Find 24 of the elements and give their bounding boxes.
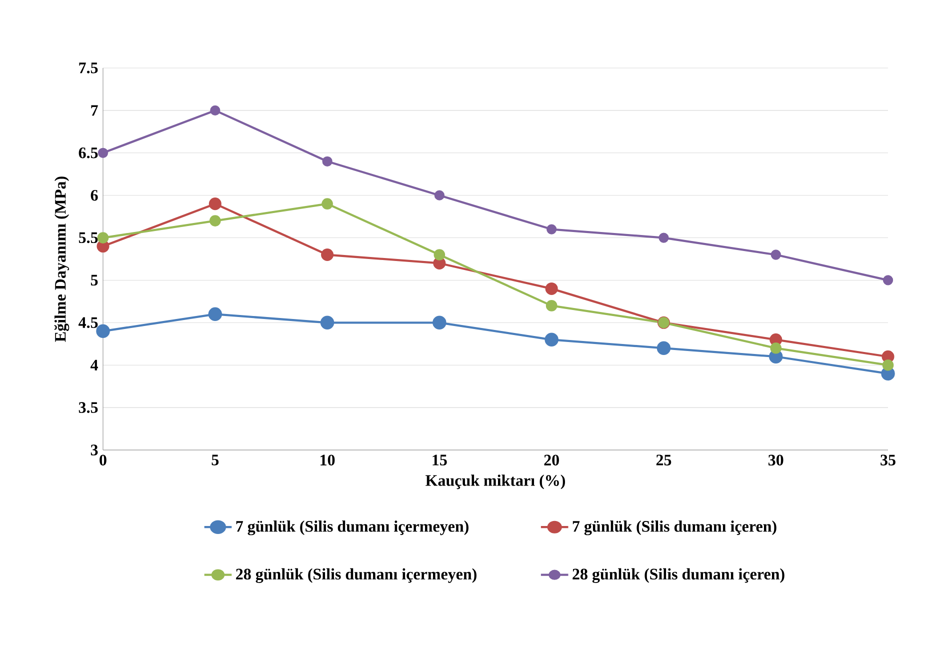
y-tick-label: 4.5 <box>78 317 98 328</box>
legend-label: 28 günlük (Silis dumanı içeren) <box>572 568 784 583</box>
y-axis-title: Eğilme Dayanımı (MPa) <box>54 176 70 342</box>
x-tick-label: 10 <box>320 454 335 466</box>
x-axis-title: Kauçuk miktarı (%) <box>426 474 566 490</box>
legend-label: 7 günlük (Silis dumanı içermeyen) <box>236 520 468 536</box>
y-tick-label: 6.5 <box>78 147 98 158</box>
y-tick-label: 3.5 <box>78 402 98 413</box>
x-tick-label: 0 <box>100 454 106 466</box>
y-tick-label: 3 <box>90 444 98 456</box>
x-tick-label: 35 <box>880 454 896 466</box>
x-tick-label: 25 <box>656 454 672 466</box>
legend-label: 7 günlük (Silis dumanı içeren) <box>572 520 776 536</box>
y-tick-label: 7 <box>91 105 98 116</box>
y-tick-label: 7.5 <box>79 62 98 74</box>
y-tick-label: 4 <box>90 360 98 370</box>
x-tick-label: 5 <box>212 454 219 466</box>
x-tick-label: 30 <box>768 454 784 466</box>
legend-label: 28 günlük (Silis dumanı içermeyen) <box>236 568 476 583</box>
y-tick-label: 5 <box>90 274 98 286</box>
y-tick-label: 6 <box>90 190 98 201</box>
y-tick-label: 5.5 <box>78 232 98 244</box>
x-tick-label: 15 <box>432 454 447 466</box>
x-tick-label: 20 <box>544 454 559 466</box>
